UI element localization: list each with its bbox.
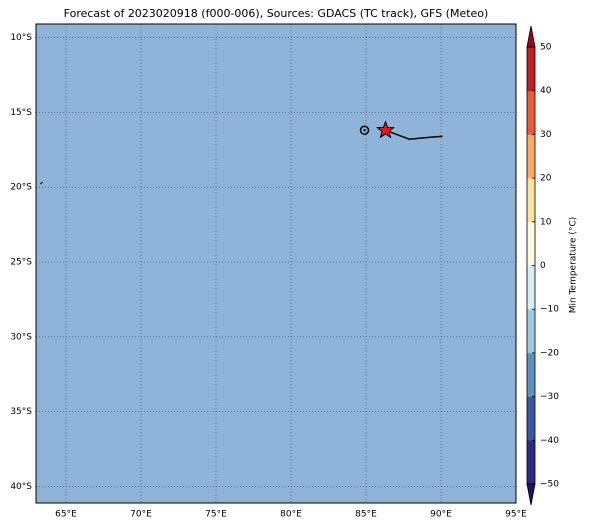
- position-circle: [359, 125, 370, 136]
- x-tick-label: 65°E: [55, 510, 77, 520]
- colorbar-band: [527, 90, 535, 135]
- colorbar-band: [527, 47, 535, 91]
- x-tick-label: 70°E: [130, 510, 152, 520]
- colorbar-band: [527, 221, 535, 266]
- colorbar-band: [527, 396, 535, 441]
- colorbar-band: [527, 309, 535, 354]
- y-tick-label: 25°S: [10, 258, 32, 268]
- colorbar-tick-label: 0: [540, 261, 546, 271]
- x-tick-label: 95°E: [505, 510, 527, 520]
- colorbar-band: [527, 265, 535, 310]
- colorbar-tick-label: −20: [540, 348, 559, 358]
- ocean: [36, 24, 516, 503]
- colorbar-tick-label: 50: [540, 43, 552, 53]
- colorbar-band: [527, 352, 535, 397]
- colorbar-tick-label: −10: [540, 305, 559, 315]
- colorbar-tick-label: 20: [540, 174, 552, 184]
- colorbar-over: [526, 25, 536, 48]
- colorbar-tick-label: 40: [540, 86, 552, 96]
- x-tick-label: 90°E: [430, 510, 452, 520]
- y-tick-label: 30°S: [10, 332, 32, 342]
- y-tick-label: 40°S: [10, 482, 32, 492]
- colorbar-tick-label: 30: [540, 130, 552, 140]
- track-line: [385, 129, 443, 141]
- colorbar-tick-label: −40: [540, 436, 559, 446]
- colorbar-tick-label: 10: [540, 217, 552, 227]
- y-tick-label: 20°S: [10, 183, 32, 193]
- colorbar-band: [527, 440, 535, 485]
- coastline: [39, 181, 44, 185]
- storm-star: [376, 120, 395, 139]
- y-tick-label: 10°S: [10, 33, 32, 43]
- position-dot: [363, 129, 366, 132]
- x-tick-label: 80°E: [280, 510, 302, 520]
- colorbar-label: Min Temperature (°C): [569, 217, 579, 314]
- map-frame: [35, 23, 517, 504]
- colorbar-band: [527, 178, 535, 223]
- colorbar-under: [526, 483, 536, 506]
- colorbar-tick-label: −30: [540, 392, 559, 402]
- map-title: Forecast of 2023020918 (f000-006), Sourc…: [64, 7, 489, 20]
- y-tick-label: 35°S: [10, 407, 32, 417]
- colorbar-tick-label: −50: [540, 480, 559, 490]
- x-tick-label: 85°E: [355, 510, 377, 520]
- x-tick-label: 75°E: [205, 510, 227, 520]
- colorbar-band: [527, 134, 535, 179]
- y-tick-label: 15°S: [10, 108, 32, 118]
